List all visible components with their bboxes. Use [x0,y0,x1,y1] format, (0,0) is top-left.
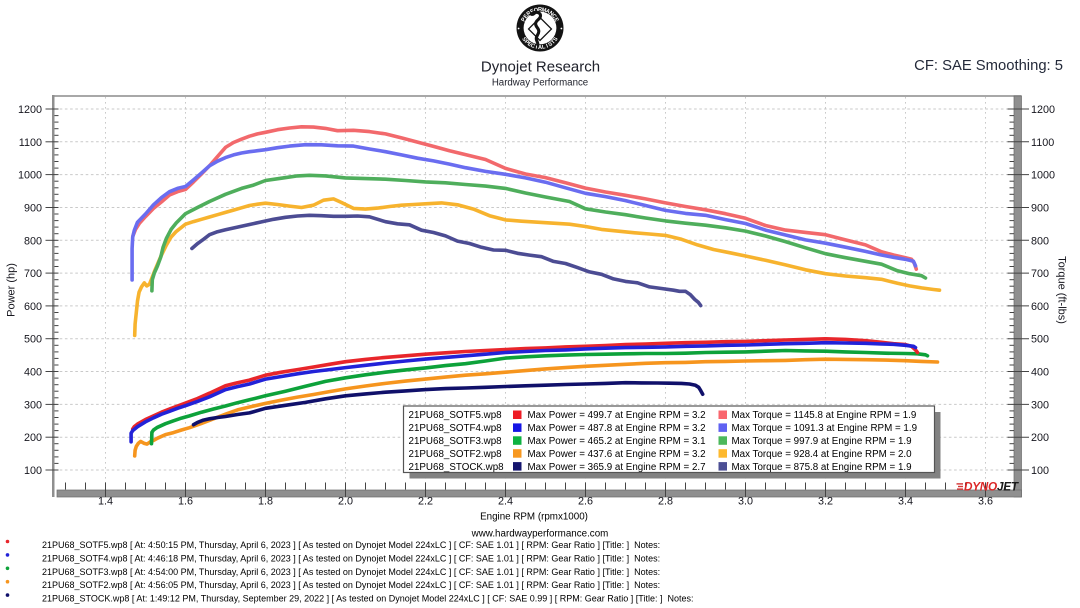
svg-text:O: O [533,7,539,14]
svg-text:21PU68_STOCK.wp8 [ At: 1:49:12: 21PU68_STOCK.wp8 [ At: 1:49:12 PM, Thurs… [42,594,694,604]
svg-text:Max Power = 487.8 at Engine RP: Max Power = 487.8 at Engine RPM = 3.2 [528,423,706,434]
svg-text:Power (hp): Power (hp) [6,263,18,317]
svg-text:3.2: 3.2 [818,496,833,508]
svg-text:21PU68_SOTF2.wp8: 21PU68_SOTF2.wp8 [409,449,503,460]
svg-text:1000: 1000 [1031,170,1055,182]
svg-text:3.4: 3.4 [898,496,913,508]
svg-text:700: 700 [1031,268,1049,280]
svg-text:E: E [523,13,530,20]
svg-text:100: 100 [24,465,42,477]
svg-text:21PU68_SOTF5.wp8: 21PU68_SOTF5.wp8 [409,410,503,421]
svg-text:Max Torque = 875.8 at Engine R: Max Torque = 875.8 at Engine RPM = 1.9 [732,462,912,473]
svg-text:21PU68_SOTF4.wp8 [ At: 4:46:18: 21PU68_SOTF4.wp8 [ At: 4:46:18 PM, Thurs… [42,553,660,563]
svg-text:700: 700 [24,268,42,280]
svg-text:S: S [547,41,554,48]
svg-text:C: C [550,13,557,20]
svg-text:DYNO: DYNO [964,480,997,494]
svg-text:100: 100 [1031,465,1049,477]
svg-text:2.6: 2.6 [578,496,593,508]
svg-text:Torque (ft-lbs): Torque (ft-lbs) [1056,256,1068,324]
svg-text:21PU68_SOTF4.wp8: 21PU68_SOTF4.wp8 [409,423,503,434]
svg-text:N: N [547,10,554,17]
svg-text:1.4: 1.4 [98,496,113,508]
svg-text:1100: 1100 [19,137,42,149]
svg-text:S: S [520,36,527,43]
svg-text:21PU68_SOTF3.wp8 [ At: 4:54:00: 21PU68_SOTF3.wp8 [ At: 4:54:00 PM, Thurs… [42,567,660,577]
svg-text:21PU68_SOTF2.wp8 [ At: 4:56:05: 21PU68_SOTF2.wp8 [ At: 4:56:05 PM, Thurs… [42,580,660,590]
svg-text:800: 800 [1031,235,1049,247]
svg-text:M: M [541,7,547,14]
svg-text:CF: SAE Smoothing: 5: CF: SAE Smoothing: 5 [914,58,1063,74]
svg-text:21PU68_SOTF3.wp8: 21PU68_SOTF3.wp8 [409,436,503,447]
svg-text:2.4: 2.4 [498,496,513,508]
svg-text:800: 800 [24,235,42,247]
svg-text:Max Power = 465.2 at Engine RP: Max Power = 465.2 at Engine RPM = 3.1 [528,436,706,447]
svg-text:E: E [526,41,533,48]
svg-text:I: I [545,43,549,49]
svg-text:P: P [521,17,528,23]
svg-text:500: 500 [24,334,42,346]
svg-text:Max Power = 437.6 at Engine RP: Max Power = 437.6 at Engine RPM = 3.2 [528,449,706,460]
svg-text:Max Power = 499.7 at Engine RP: Max Power = 499.7 at Engine RPM = 3.2 [528,410,706,421]
svg-text:L: L [541,44,546,51]
svg-text:2.2: 2.2 [418,496,433,508]
svg-text:R: R [538,7,542,13]
svg-text:400: 400 [1031,367,1049,379]
svg-text:600: 600 [1031,301,1049,313]
svg-text:2.8: 2.8 [658,496,673,508]
svg-text:300: 300 [24,399,42,411]
svg-text:E: E [552,17,559,23]
svg-text:T: T [550,39,557,46]
svg-text:Max Torque = 1091.3 at Engine: Max Torque = 1091.3 at Engine RPM = 1.9 [732,423,918,434]
svg-text:300: 300 [1031,399,1049,411]
svg-text:1.6: 1.6 [178,496,193,508]
svg-text:1100: 1100 [1031,137,1054,149]
svg-text:A: A [538,45,542,51]
svg-text:P: P [523,39,530,46]
svg-text:S: S [553,36,560,43]
svg-text:I: I [535,44,538,50]
svg-text:600: 600 [24,301,42,313]
svg-text:Max Torque = 1145.8 at Engine: Max Torque = 1145.8 at Engine RPM = 1.9 [732,410,917,421]
svg-text:Max Torque = 928.4 at Engine R: Max Torque = 928.4 at Engine RPM = 2.0 [732,449,913,460]
svg-text:1200: 1200 [1031,104,1055,116]
svg-text:Dynojet Research: Dynojet Research [481,59,600,76]
svg-text:www.hardwayperformance.com: www.hardwayperformance.com [471,529,609,540]
svg-text:3.6: 3.6 [978,496,993,508]
svg-text:Hardway Performance: Hardway Performance [492,78,588,89]
svg-text:JET: JET [997,480,1020,494]
svg-text:400: 400 [24,367,42,379]
svg-text:Max Torque = 997.9 at Engine R: Max Torque = 997.9 at Engine RPM = 1.9 [732,436,912,447]
svg-text:3.0: 3.0 [738,496,753,508]
svg-text:Engine RPM (rpmx1000): Engine RPM (rpmx1000) [480,512,588,523]
svg-text:200: 200 [24,432,42,444]
svg-text:1200: 1200 [18,104,42,116]
svg-text:200: 200 [1031,432,1049,444]
svg-text:Max Power = 365.9 at Engine RP: Max Power = 365.9 at Engine RPM = 2.7 [528,462,706,473]
svg-text:A: A [544,8,550,15]
svg-text:900: 900 [24,203,42,215]
svg-text:2.0: 2.0 [338,496,353,508]
svg-text:R: R [526,10,533,17]
svg-text:1000: 1000 [18,170,42,182]
svg-text:C: C [530,43,536,50]
svg-text:900: 900 [1031,203,1049,215]
svg-text:21PU68_STOCK.wp8: 21PU68_STOCK.wp8 [409,462,505,473]
svg-text:1.8: 1.8 [258,496,273,508]
svg-text:21PU68_SOTF5.wp8 [ At: 4:50:15: 21PU68_SOTF5.wp8 [ At: 4:50:15 PM, Thurs… [42,540,660,550]
svg-text:500: 500 [1031,334,1049,346]
